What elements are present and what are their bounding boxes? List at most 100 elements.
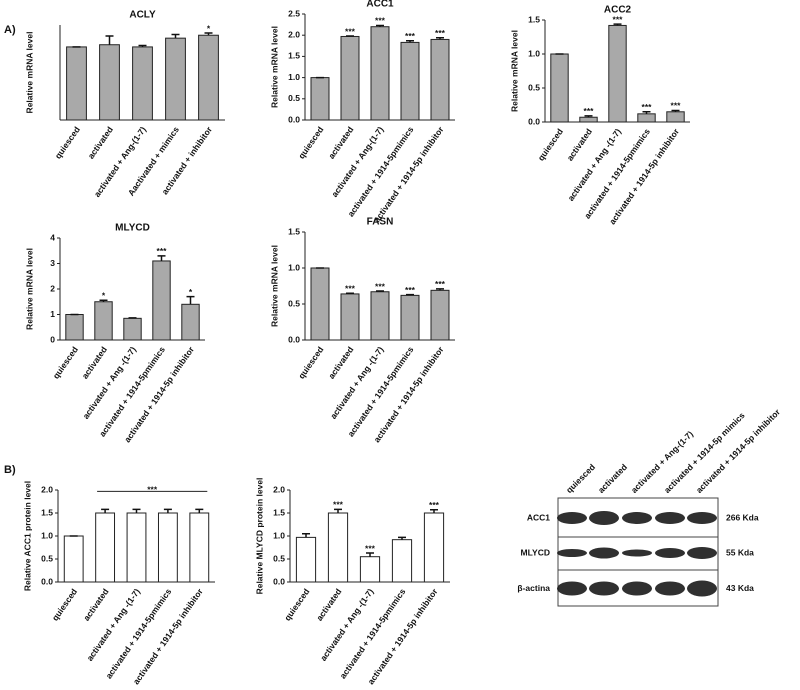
y-tick-label: 1.5	[528, 14, 540, 24]
bar	[550, 53, 569, 123]
y-tick-label: 1.0	[288, 262, 300, 272]
bar	[181, 303, 200, 341]
x-tick-label: activated	[86, 125, 115, 161]
x-tick-label: quiesced	[53, 125, 82, 161]
y-tick-label: 1.5	[288, 226, 300, 236]
significance: ***	[345, 283, 356, 293]
y-tick-label: 0.5	[273, 553, 285, 563]
y-tick-label: 1.0	[288, 72, 300, 82]
bar	[340, 35, 360, 121]
y-tick-label: 0.0	[288, 114, 300, 124]
bar	[327, 512, 349, 583]
error-bar	[138, 44, 147, 47]
significance: ***	[435, 28, 446, 38]
significance: ***	[584, 106, 595, 116]
error-bar	[105, 35, 114, 45]
y-tick-label: 0	[50, 334, 55, 344]
blot-band	[589, 547, 619, 559]
blot-band	[687, 512, 717, 524]
error-bar	[101, 508, 110, 513]
bar	[370, 26, 390, 121]
significance: ***	[405, 31, 416, 41]
error-bar	[584, 115, 593, 118]
error-bar	[186, 295, 195, 305]
error-bar	[302, 532, 310, 538]
significance: ***	[405, 285, 416, 295]
x-tick-label: quiesced	[50, 587, 79, 623]
y-axis-label: Relative mRNA level	[269, 26, 279, 108]
significance: ***	[333, 500, 344, 510]
significance: *	[189, 287, 193, 297]
y-tick-label: 2	[50, 283, 55, 293]
bar	[666, 111, 685, 123]
bar	[370, 291, 390, 341]
error-bar	[436, 36, 444, 40]
error-bar	[204, 32, 213, 36]
y-tick-label: 0.0	[528, 116, 540, 126]
chart-title: ACC2	[604, 5, 632, 16]
significance: ***	[429, 500, 440, 510]
error-bar	[132, 508, 141, 513]
bar	[126, 512, 147, 583]
y-tick-label: 0.5	[528, 82, 540, 92]
bar	[579, 116, 598, 123]
significance: ***	[365, 543, 376, 553]
x-tick-label: quiesced	[296, 125, 325, 161]
bar	[132, 46, 153, 121]
blot-band	[655, 512, 685, 524]
y-axis-label: Relative mRNA level	[24, 32, 34, 114]
blot-band	[557, 512, 587, 524]
error-bar	[430, 509, 438, 513]
blot-row-label: ACC1	[527, 512, 550, 522]
bar	[400, 41, 420, 121]
chart-title: FASN	[367, 217, 394, 228]
blot-lane-label: activated	[596, 462, 629, 495]
y-axis-label: Relative mRNA level	[24, 248, 34, 330]
y-tick-label: 1	[50, 309, 55, 319]
error-bar	[157, 255, 166, 261]
significance: *	[207, 23, 211, 33]
error-bar	[376, 290, 384, 292]
error-bar	[99, 299, 108, 302]
blot-band	[655, 581, 685, 596]
bar	[359, 556, 381, 583]
bar	[340, 293, 360, 341]
error-bar	[398, 536, 406, 540]
significance: ***	[345, 26, 356, 36]
blot-band	[687, 580, 717, 597]
bar	[423, 512, 445, 583]
x-tick-label: activated + Ang -(1-7)	[566, 127, 624, 203]
y-tick-label: 0.0	[288, 334, 300, 344]
error-bar	[171, 33, 180, 39]
bar	[165, 37, 186, 121]
x-tick-label: activated	[80, 345, 109, 381]
panel-label: B)	[4, 464, 16, 476]
y-tick-label: 2.0	[273, 484, 285, 494]
bar	[198, 34, 219, 121]
x-tick-label: activated + Ang -(1-7)	[328, 345, 386, 421]
blot-band	[622, 549, 652, 557]
y-tick-label: 0.5	[288, 93, 300, 103]
chart-title: ACC1	[366, 0, 394, 10]
x-tick-label: quiesced	[296, 345, 325, 381]
bar	[310, 77, 330, 121]
panel-label: A)	[4, 24, 16, 36]
y-tick-label: 0.5	[288, 298, 300, 308]
significance: *	[102, 290, 106, 300]
blot-size-label: 43 Kda	[726, 583, 754, 593]
bar	[310, 267, 330, 341]
error-bar	[406, 293, 414, 296]
error-bar	[642, 111, 651, 114]
blot-row-label: β-actina	[517, 583, 550, 593]
bar	[123, 317, 142, 341]
y-tick-label: 0.0	[273, 576, 285, 586]
bar	[65, 314, 84, 341]
error-bar	[346, 292, 354, 294]
x-tick-label: activated + Ang -(1-7)	[81, 345, 139, 421]
bar	[400, 294, 420, 341]
y-tick-label: 2.5	[288, 8, 300, 18]
x-tick-label: activated + 1914-5pmimics	[338, 586, 408, 680]
y-tick-label: 1.5	[288, 51, 300, 61]
y-tick-label: 1.0	[528, 48, 540, 58]
